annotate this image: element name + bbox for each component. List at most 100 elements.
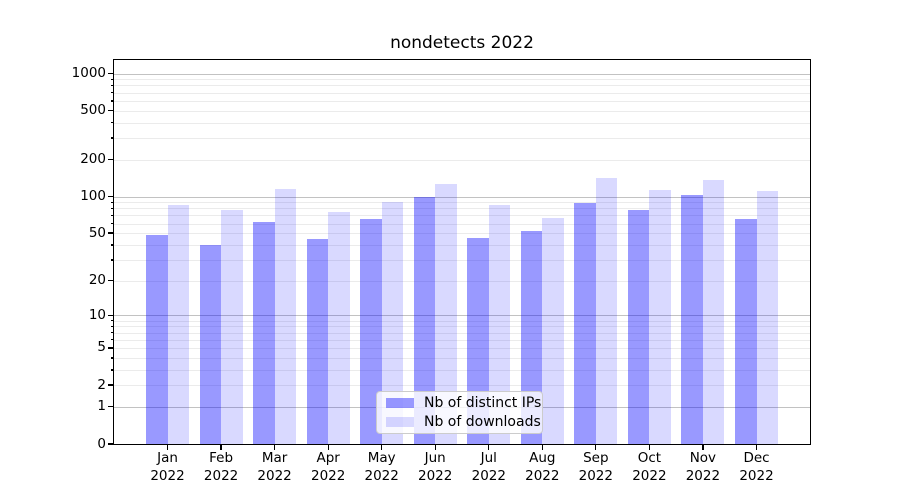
y-tick-label: 10 [88, 306, 106, 323]
gridline-minor [114, 110, 810, 112]
bar-downloads [381, 201, 404, 444]
x-tick-mark [541, 444, 543, 450]
y-tick-mark [108, 443, 114, 445]
bar-distinct-ips [681, 194, 703, 444]
gridline-minor [114, 320, 810, 322]
bar-downloads [756, 190, 778, 444]
gridline-major [114, 315, 810, 317]
bar-downloads [702, 179, 725, 444]
y-tick-mark [108, 384, 114, 386]
bar-downloads [488, 205, 511, 444]
y-minor-tick-mark [110, 201, 114, 203]
x-tick-label: Jul 2022 [471, 450, 506, 484]
legend: Nb of distinct IPs Nb of downloads [376, 391, 543, 434]
gridline-minor [114, 326, 810, 328]
legend-swatch-downloads [386, 417, 414, 427]
gridline-minor [114, 244, 810, 246]
y-minor-tick-mark [110, 92, 114, 94]
legend-item-distinct-ips: Nb of distinct IPs [386, 395, 541, 411]
y-minor-tick-mark [110, 339, 114, 341]
gridline-minor [114, 79, 810, 81]
gridline-minor [114, 259, 810, 261]
gridline-minor [114, 347, 810, 349]
gridline-minor [114, 332, 810, 334]
gridline-minor [114, 357, 810, 359]
x-tick-mark [381, 444, 383, 450]
y-tick-label: 20 [88, 272, 106, 289]
y-minor-tick-mark [110, 244, 114, 246]
x-tick-mark [166, 444, 169, 450]
x-tick-label: Nov 2022 [685, 450, 721, 484]
y-tick-label: 1000 [71, 65, 106, 81]
y-minor-tick-mark [110, 223, 114, 225]
x-tick-label: Apr 2022 [311, 450, 346, 484]
legend-label-distinct-ips: Nb of distinct IPs [424, 395, 542, 411]
y-minor-tick-mark [110, 332, 114, 334]
gridline-minor [114, 233, 810, 235]
bar-downloads [435, 183, 457, 444]
y-minor-tick-mark [110, 214, 114, 217]
y-tick-label: 500 [80, 102, 106, 119]
bar-distinct-ips [199, 244, 222, 444]
y-tick-mark [108, 195, 114, 198]
gridline-major [114, 196, 810, 198]
x-tick-mark [755, 444, 758, 450]
y-tick-label: 2 [97, 376, 106, 393]
y-minor-tick-mark [110, 320, 114, 322]
x-tick-mark [702, 444, 704, 450]
y-tick-mark [108, 158, 114, 161]
gridline-minor [114, 339, 810, 341]
x-tick-label: May 2022 [364, 450, 399, 484]
bar-downloads [595, 177, 618, 444]
bar-distinct-ips [306, 238, 329, 444]
x-tick-label: Feb 2022 [203, 450, 239, 484]
gridline-minor [114, 85, 810, 87]
x-tick-mark [648, 444, 651, 450]
gridline-minor [114, 92, 810, 94]
x-tick-label: Mar 2022 [257, 450, 292, 484]
y-minor-tick-mark [110, 357, 114, 359]
y-tick-mark [108, 109, 114, 112]
bar-distinct-ips [253, 221, 275, 444]
x-tick-label: Sep 2022 [578, 450, 613, 484]
gridline-minor [114, 122, 810, 124]
y-tick-mark [108, 280, 114, 282]
bar-downloads [167, 204, 189, 444]
gridline-minor [114, 159, 810, 161]
y-tick-label: 1 [97, 398, 106, 415]
bar-downloads [221, 210, 243, 444]
gridline-minor [114, 137, 810, 139]
legend-item-downloads: Nb of downloads [386, 414, 541, 430]
gridline-major [114, 73, 810, 75]
y-tick-label: 0 [97, 435, 106, 452]
y-minor-tick-mark [110, 325, 114, 328]
bar-downloads [328, 211, 350, 444]
y-tick-label: 200 [80, 151, 106, 168]
bar-distinct-ips [735, 218, 757, 444]
bar-distinct-ips [627, 210, 650, 444]
y-tick-mark [108, 72, 114, 75]
legend-label-downloads: Nb of downloads [424, 414, 541, 430]
y-minor-tick-mark [110, 137, 114, 139]
y-minor-tick-mark [110, 122, 114, 124]
gridline-minor [114, 215, 810, 217]
y-tick-mark [108, 347, 114, 349]
bar-downloads [542, 217, 564, 444]
y-minor-tick-mark [110, 369, 114, 371]
y-tick-mark [108, 406, 114, 408]
x-tick-label: Jun 2022 [418, 450, 453, 484]
bar-distinct-ips [520, 231, 543, 444]
gridline-minor [114, 223, 810, 225]
gridline-minor [114, 369, 810, 371]
gridline-minor [114, 202, 810, 204]
bar-distinct-ips [574, 202, 596, 444]
x-tick-label: Jan 2022 [150, 450, 185, 484]
x-tick-mark [595, 444, 597, 450]
y-tick-label: 5 [97, 339, 106, 356]
gridline-minor [114, 280, 810, 282]
plot-area [114, 60, 810, 444]
bar-downloads [274, 188, 297, 444]
x-tick-mark [220, 444, 222, 450]
y-minor-tick-mark [110, 84, 114, 87]
